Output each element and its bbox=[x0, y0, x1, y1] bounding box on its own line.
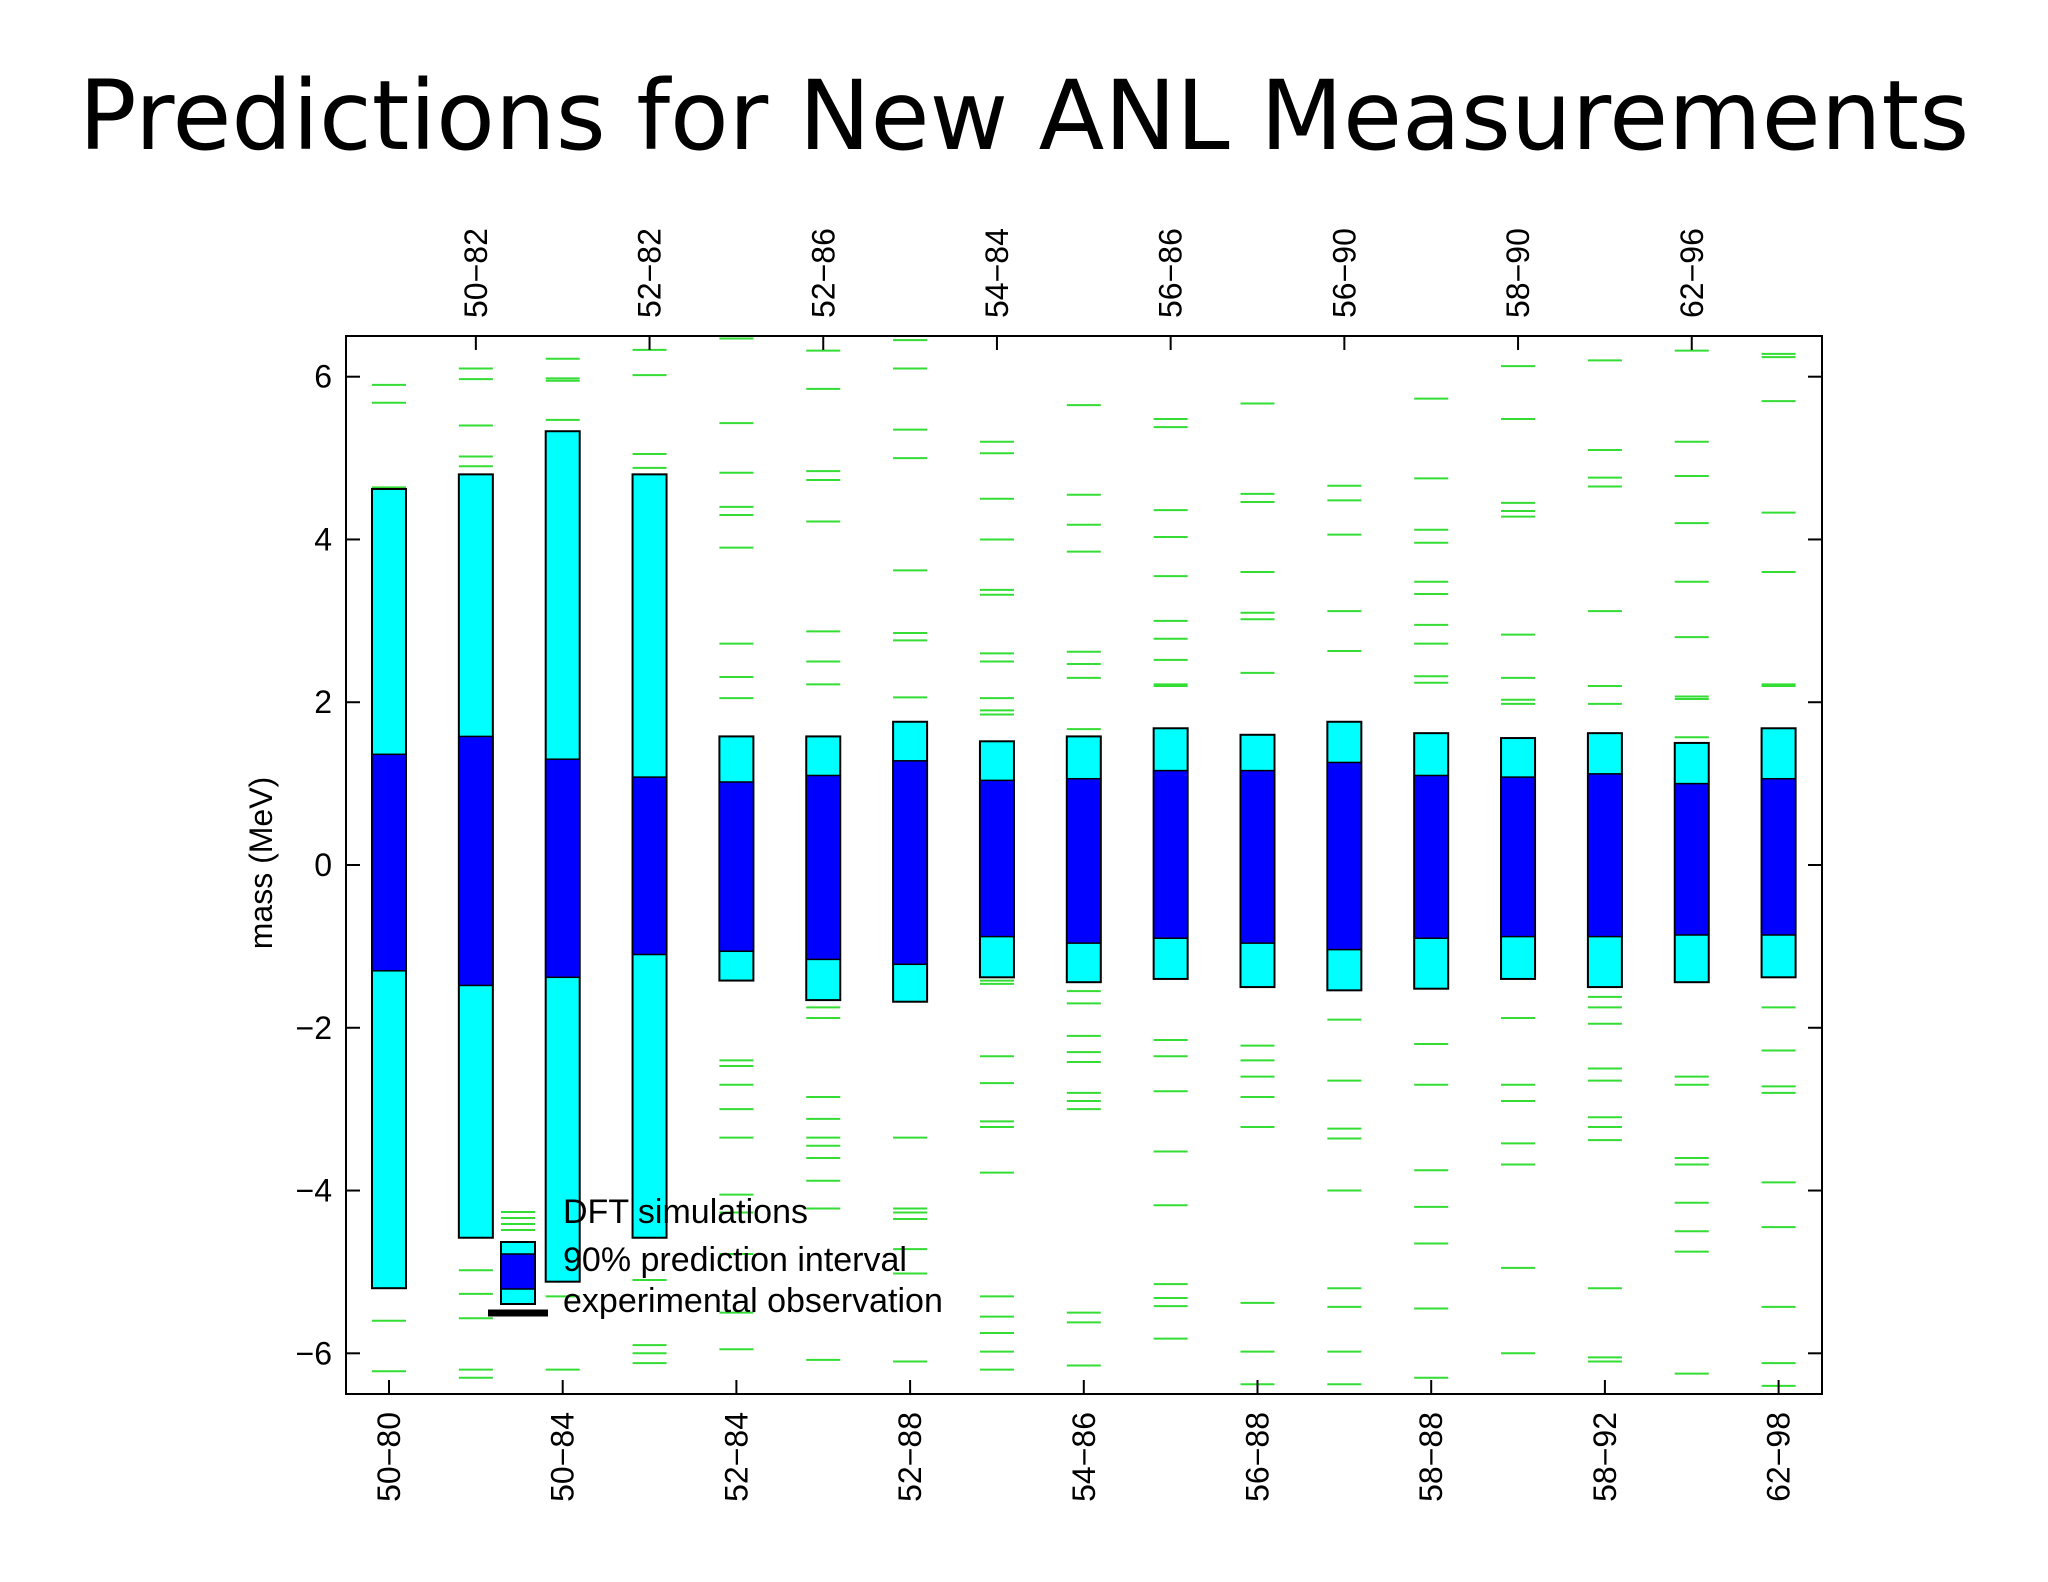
prediction-interval-box bbox=[1413, 774, 1449, 939]
prediction-interval-box bbox=[805, 774, 841, 961]
top-tick-label: 62−96 bbox=[1674, 228, 1710, 318]
bottom-tick-label: 58−92 bbox=[1587, 1412, 1623, 1502]
y-tick-labels: −6 −4 −2 0 2 4 6 bbox=[296, 359, 332, 1372]
prediction-interval-box bbox=[1760, 777, 1797, 936]
prediction-interval-box bbox=[1500, 776, 1536, 938]
prediction-interval-box bbox=[1239, 769, 1276, 944]
prediction-interval-box bbox=[371, 753, 407, 972]
dft-simulation-marks bbox=[372, 337, 1796, 1387]
y-tick-label: 2 bbox=[314, 684, 332, 720]
y-tick-label: −4 bbox=[296, 1173, 332, 1209]
bottom-tick-label: 50−80 bbox=[371, 1412, 407, 1502]
bottom-tick-label: 56−88 bbox=[1240, 1412, 1276, 1502]
prediction-interval-box bbox=[544, 758, 581, 979]
prediction-interval-box bbox=[718, 781, 755, 953]
top-tick-labels: 50−82 52−82 52−86 54−84 56−86 56−90 58−90 62−96 bbox=[458, 228, 1710, 318]
y-tick-label: −6 bbox=[296, 1335, 332, 1371]
prediction-interval-box bbox=[1587, 773, 1623, 938]
bottom-tick-labels: 50−80 50−84 52−84 52−88 54−86 56−88 58−88 58−92… bbox=[371, 1412, 1797, 1502]
bottom-tick-label: 50−84 bbox=[545, 1412, 581, 1502]
prediction-interval-bars bbox=[371, 430, 1797, 1290]
bottom-tick-label: 54−86 bbox=[1066, 1412, 1102, 1502]
y-tick-label: 0 bbox=[314, 847, 332, 883]
top-tick-label: 50−82 bbox=[458, 228, 494, 318]
top-tick-label: 58−90 bbox=[1500, 228, 1536, 318]
bottom-tick-label: 52−84 bbox=[718, 1412, 754, 1502]
y-tick-label: −2 bbox=[296, 1010, 332, 1046]
y-tick-label: 4 bbox=[314, 521, 332, 557]
prediction-interval-box bbox=[458, 735, 494, 987]
legend-interval-swatch bbox=[500, 1253, 536, 1290]
legend-label-observation: experimental observation bbox=[563, 1282, 943, 1320]
legend: DFT simulations 90% prediction interval … bbox=[488, 1193, 943, 1320]
prediction-interval-box bbox=[1674, 782, 1710, 936]
slide-title: Predictions for New ANL Measurements bbox=[78, 60, 1970, 172]
prediction-interval-box bbox=[1326, 761, 1363, 951]
legend-label-prediction-interval: 90% prediction interval bbox=[563, 1241, 907, 1279]
prediction-interval-box bbox=[979, 779, 1015, 938]
prediction-interval-box bbox=[1066, 777, 1102, 944]
bottom-tick-label: 58−88 bbox=[1413, 1412, 1449, 1502]
top-tick-label: 56−86 bbox=[1153, 228, 1189, 318]
y-tick-label: 6 bbox=[314, 359, 332, 395]
axis-ticks bbox=[346, 336, 1822, 1394]
top-tick-label: 52−82 bbox=[632, 228, 668, 318]
bottom-tick-label: 62−98 bbox=[1761, 1412, 1797, 1502]
prediction-interval-box bbox=[631, 776, 668, 956]
prediction-interval-box bbox=[892, 760, 928, 966]
top-tick-label: 54−84 bbox=[979, 228, 1015, 318]
prediction-interval-box bbox=[1152, 769, 1189, 939]
top-tick-label: 56−90 bbox=[1326, 228, 1362, 318]
legend-label-simulations: DFT simulations bbox=[563, 1193, 808, 1231]
y-axis-label: mass (MeV) bbox=[243, 777, 279, 949]
bottom-tick-label: 52−88 bbox=[892, 1412, 928, 1502]
top-tick-label: 52−86 bbox=[805, 228, 841, 318]
